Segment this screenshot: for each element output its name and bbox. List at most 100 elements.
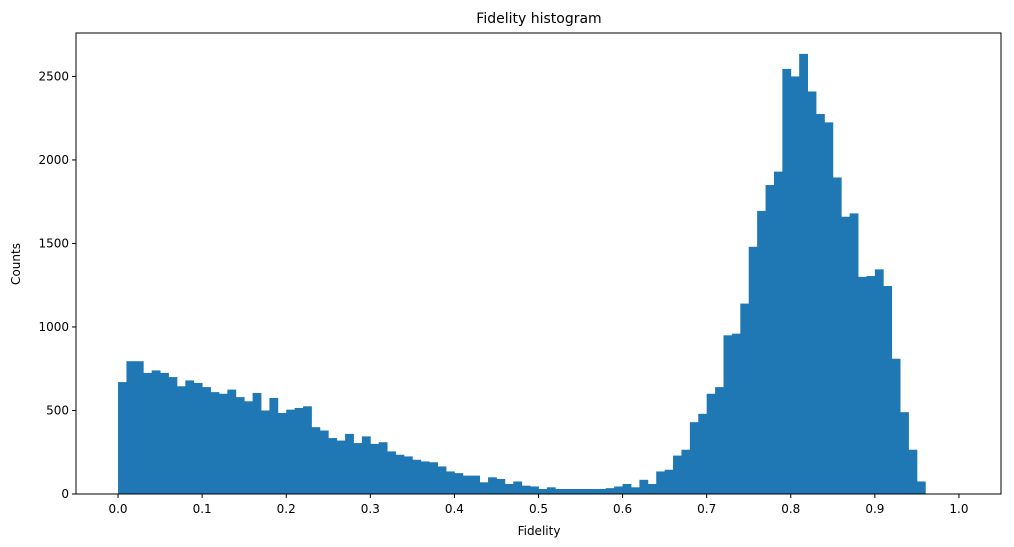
y-tick-label: 1500 [38, 236, 69, 250]
x-tick-label: 0.8 [781, 502, 800, 516]
histogram-bar [328, 438, 338, 494]
histogram-bar [387, 451, 396, 494]
histogram-bar [286, 409, 296, 494]
histogram-bar [496, 478, 506, 494]
histogram-bar [118, 382, 127, 494]
histogram-bar [900, 412, 909, 494]
histogram-bar [521, 485, 531, 494]
histogram-bar [816, 114, 825, 494]
histogram-bar [639, 479, 649, 494]
histogram-bar [303, 406, 312, 494]
histogram-bar [412, 459, 422, 494]
histogram-bar [824, 122, 834, 495]
histogram-bar [403, 456, 413, 494]
histogram-bar [185, 380, 195, 494]
histogram-bar [345, 433, 354, 494]
histogram-bar [294, 407, 304, 494]
histogram-bar [261, 410, 270, 494]
histogram-bar [151, 370, 161, 494]
histogram-bar [429, 462, 438, 494]
histogram-bar [504, 483, 514, 494]
x-axis-ticks: 0.0 0.1 0.2 0.3 0.4 0.5 0.6 0.7 0.8 0.9 1.0 [108, 494, 969, 516]
histogram-bar [563, 488, 573, 494]
histogram-bar [277, 412, 287, 494]
histogram-bar [622, 483, 632, 494]
histogram-bar [572, 488, 581, 494]
histogram-bar [706, 393, 716, 494]
x-tick-label: 0.6 [613, 502, 632, 516]
histogram-bar [160, 372, 169, 494]
histogram-bar [513, 481, 523, 494]
histogram-bar [673, 455, 682, 494]
histogram-bar [546, 487, 556, 494]
histogram-bar [176, 386, 186, 494]
x-tick-label: 0.4 [445, 502, 464, 516]
histogram-bar [858, 276, 867, 494]
histogram-bar [168, 377, 178, 494]
histogram-bar [244, 401, 253, 494]
histogram-bar [849, 213, 859, 494]
y-tick-label: 2000 [38, 153, 69, 167]
histogram-bar [210, 392, 220, 494]
x-tick-label: 0.2 [277, 502, 296, 516]
histogram-bar [269, 397, 279, 494]
plot-area-frame [75, 32, 1002, 495]
histogram-bar [437, 466, 447, 494]
x-tick-label: 0.1 [193, 502, 212, 516]
histogram-bar [631, 487, 640, 494]
histogram-bar [723, 335, 733, 494]
histogram-bar [202, 387, 211, 494]
histogram-bar [471, 475, 481, 494]
histogram-bar [748, 246, 758, 494]
histogram-bar [908, 449, 918, 494]
histogram-bars [118, 53, 926, 495]
y-tick-label: 500 [46, 403, 69, 417]
histogram-bar [227, 389, 237, 494]
histogram-bar [378, 442, 388, 494]
histogram-bar [311, 427, 321, 494]
histogram-bar [614, 486, 623, 494]
histogram-bar [740, 303, 750, 494]
histogram-bar [580, 488, 590, 494]
histogram-bar [765, 185, 775, 494]
histogram-bar [361, 436, 371, 495]
x-tick-label: 0.9 [865, 502, 884, 516]
histogram-bar [790, 76, 800, 495]
histogram-bar [647, 483, 657, 494]
histogram-bar [605, 488, 615, 494]
histogram-bar [126, 361, 136, 494]
x-tick-label: 0.0 [108, 502, 127, 516]
y-tick-label: 2500 [38, 69, 69, 83]
histogram-bar [698, 413, 708, 494]
histogram-bar [891, 358, 901, 494]
histogram-bar [799, 53, 808, 494]
histogram-bar [757, 210, 766, 494]
histogram-bar [235, 397, 245, 494]
histogram-bar [689, 422, 699, 494]
histogram-bar [530, 486, 539, 494]
x-tick-label: 0.7 [697, 502, 716, 516]
x-tick-label: 0.5 [529, 502, 548, 516]
histogram-bar [218, 393, 228, 494]
histogram-bar [420, 461, 430, 494]
histogram-bar [370, 443, 380, 494]
histogram-bar [874, 269, 884, 494]
histogram-bar [462, 475, 472, 494]
histogram-bar [479, 482, 489, 494]
histogram-bar [555, 488, 565, 494]
chart-title: Fidelity histogram [476, 11, 601, 27]
y-axis-label: Counts [9, 243, 23, 285]
x-axis-label: Fidelity [518, 524, 561, 538]
histogram-bar [353, 443, 363, 494]
histogram-bar [866, 276, 876, 494]
histogram-bar [597, 488, 607, 494]
x-tick-label: 1.0 [949, 502, 968, 516]
histogram-bar [832, 177, 842, 495]
histogram-bar [731, 333, 741, 494]
histogram-bar [134, 361, 144, 494]
histogram-bar [446, 471, 455, 494]
histogram-bar [454, 473, 464, 494]
histogram-bar [319, 430, 329, 494]
histogram-bar [395, 454, 405, 494]
